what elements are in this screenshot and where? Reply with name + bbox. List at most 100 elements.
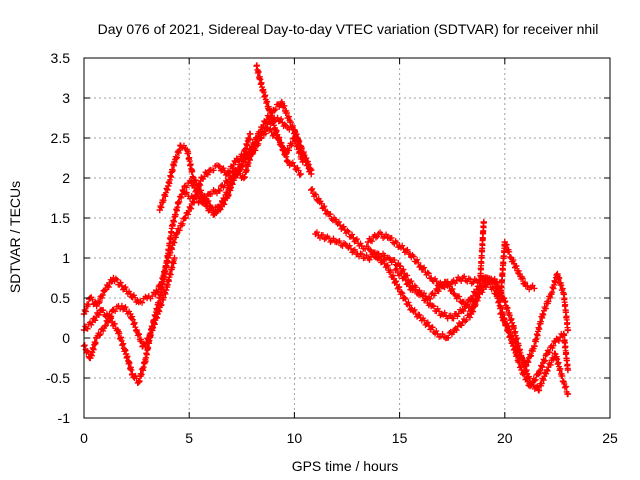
data-point-fill	[243, 167, 250, 174]
data-point	[173, 230, 180, 238]
data-point-fill	[464, 278, 471, 285]
data-point-fill	[262, 130, 269, 137]
data-point-fill	[383, 231, 390, 238]
data-point-fill	[401, 294, 408, 301]
data-point-fill	[429, 302, 436, 309]
series-track-9	[392, 218, 487, 315]
data-point-fill	[145, 344, 152, 351]
data-point-fill	[255, 69, 262, 76]
data-point-fill	[449, 285, 456, 292]
data-point-fill	[498, 304, 505, 311]
data-point-fill	[180, 142, 187, 149]
data-point-fill	[281, 103, 288, 110]
data-point-fill	[412, 286, 419, 293]
data-point-fill	[424, 319, 431, 326]
x-tick-label: 25	[602, 430, 618, 446]
data-point-fill	[96, 298, 103, 305]
data-point-fill	[544, 367, 551, 374]
data-point-fill	[393, 265, 400, 272]
data-point	[308, 186, 315, 194]
data-point-fill	[542, 305, 549, 312]
data-point-fill	[470, 304, 477, 311]
data-point-fill	[189, 168, 196, 175]
data-point-fill	[403, 247, 410, 254]
data-point-fill	[510, 257, 517, 264]
data-point-fill	[108, 313, 115, 320]
data-point-fill	[112, 308, 119, 315]
data-point-fill	[541, 357, 548, 364]
y-tick-label: -0.5	[46, 370, 70, 386]
data-point-fill	[246, 135, 253, 142]
data-point-fill	[445, 280, 452, 287]
data-point-fill	[350, 247, 357, 254]
data-point-fill	[545, 298, 552, 305]
data-point-fill	[95, 300, 102, 307]
data-point-fill	[192, 177, 199, 184]
data-point-fill	[112, 275, 119, 282]
data-point-fill	[283, 109, 290, 116]
data-point-fill	[105, 284, 112, 291]
data-point-fill	[228, 174, 235, 181]
data-point-fill	[380, 257, 387, 264]
x-tick-label: 10	[287, 430, 303, 446]
data-point-fill	[458, 322, 465, 329]
data-point	[299, 158, 307, 166]
data-point-fill	[272, 130, 279, 137]
data-point-fill	[500, 315, 507, 322]
data-point	[308, 170, 315, 178]
data-point-fill	[185, 150, 192, 157]
data-point-fill	[278, 116, 285, 123]
data-point-fill	[531, 343, 538, 350]
data-point-fill	[276, 136, 283, 143]
data-point	[274, 114, 281, 122]
data-point-fill	[187, 205, 194, 212]
data-point	[215, 162, 222, 170]
data-point-fill	[267, 125, 274, 132]
data-point-fill	[556, 275, 563, 282]
series-track-7	[312, 229, 572, 398]
data-point-fill	[498, 310, 505, 317]
data-point-fill	[236, 157, 243, 164]
data-point-fill	[208, 190, 215, 197]
data-point-fill	[563, 383, 570, 390]
data-point-fill	[312, 191, 319, 198]
data-point-fill	[220, 165, 227, 172]
data-point-fill	[111, 320, 118, 327]
data-point-fill	[225, 180, 232, 187]
data-point-fill	[402, 295, 409, 302]
data-point-fill	[104, 282, 111, 289]
data-point-fill	[529, 378, 536, 385]
data-point-fill	[84, 325, 91, 332]
data-point-fill	[430, 303, 437, 310]
data-point-fill	[514, 335, 521, 342]
data-point-fill	[219, 166, 226, 173]
y-tick-label: 3	[62, 90, 70, 106]
data-point-fill	[404, 246, 411, 253]
data-point-fill	[399, 290, 406, 297]
data-point-fill	[559, 373, 566, 380]
data-point-fill	[353, 236, 360, 243]
data-point-fill	[435, 288, 442, 295]
data-point-fill	[421, 264, 428, 271]
data-point-fill	[221, 201, 228, 208]
data-point-fill	[522, 279, 529, 286]
data-point-fill	[88, 321, 95, 328]
data-point-fill	[344, 227, 351, 234]
data-point-fill	[461, 273, 468, 280]
data-point-fill	[397, 263, 404, 270]
data-point-fill	[391, 256, 398, 263]
data-point-fill	[356, 253, 363, 260]
data-point-fill	[483, 274, 490, 281]
data-point-fill	[256, 134, 263, 141]
data-point-fill	[477, 277, 484, 284]
data-point-fill	[81, 342, 88, 349]
data-point-fill	[563, 350, 570, 357]
data-point-fill	[138, 371, 145, 378]
data-point-fill	[372, 234, 379, 241]
data-point-fill	[172, 211, 179, 218]
data-point-fill	[390, 272, 397, 279]
data-point-fill	[466, 308, 473, 315]
data-point-fill	[183, 189, 190, 196]
y-tick-label: 0	[62, 330, 70, 346]
data-point	[297, 170, 304, 178]
